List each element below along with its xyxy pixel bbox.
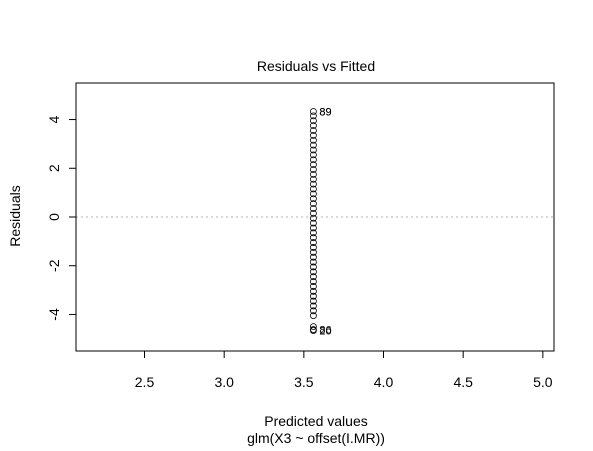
chart-title: Residuals vs Fitted bbox=[257, 58, 375, 74]
data-point bbox=[310, 161, 317, 169]
data-point bbox=[310, 185, 317, 193]
data-point bbox=[310, 248, 317, 256]
data-point bbox=[310, 224, 317, 232]
data-point bbox=[310, 229, 317, 237]
data-point bbox=[310, 175, 317, 183]
x-tick-label: 4.5 bbox=[453, 374, 473, 390]
data-point bbox=[310, 258, 317, 266]
data-point bbox=[310, 219, 317, 227]
x-tick-label: 2.5 bbox=[135, 374, 155, 390]
data-point bbox=[310, 151, 317, 159]
y-tick-label: 0 bbox=[46, 213, 62, 221]
data-point bbox=[310, 209, 317, 217]
x-axis-label: Predicted values bbox=[264, 413, 368, 429]
data-point bbox=[310, 131, 317, 139]
point-label: 89 bbox=[319, 106, 331, 118]
data-point bbox=[310, 180, 317, 188]
data-point bbox=[310, 253, 317, 261]
data-point bbox=[310, 200, 317, 208]
data-point bbox=[310, 327, 317, 334]
x-tick-label: 4.0 bbox=[374, 374, 394, 390]
data-point bbox=[310, 166, 317, 173]
data-point bbox=[310, 312, 317, 320]
data-point bbox=[310, 205, 317, 212]
data-point bbox=[310, 307, 317, 315]
data-point bbox=[310, 234, 317, 242]
y-tick-label: 4 bbox=[46, 115, 62, 123]
x-tick-label: 5.0 bbox=[533, 374, 553, 390]
data-point bbox=[310, 239, 317, 246]
data-point bbox=[310, 195, 317, 203]
data-point bbox=[310, 112, 317, 120]
chart-subtitle: glm(X3 ~ offset(I.MR)) bbox=[247, 430, 385, 446]
x-tick-label: 3.5 bbox=[294, 374, 314, 390]
x-axis: 2.5 3.0 3.5 4.0 4.5 5.0 bbox=[135, 350, 553, 390]
data-point bbox=[310, 127, 317, 134]
point-label: 89 bbox=[319, 106, 331, 118]
data-point bbox=[310, 117, 317, 125]
data-point bbox=[310, 297, 317, 305]
data-point bbox=[310, 122, 317, 130]
data-point bbox=[310, 287, 317, 295]
data-point bbox=[310, 302, 317, 310]
data-point bbox=[310, 146, 317, 154]
data-point bbox=[310, 214, 317, 222]
data-points bbox=[310, 108, 317, 334]
data-point bbox=[310, 108, 317, 115]
data-point bbox=[310, 141, 317, 149]
data-point bbox=[310, 268, 317, 276]
data-point bbox=[310, 190, 317, 198]
data-point bbox=[310, 273, 317, 281]
data-point bbox=[310, 263, 317, 271]
data-point bbox=[310, 136, 317, 144]
point-label: 20 bbox=[319, 325, 331, 337]
data-point bbox=[310, 292, 317, 300]
data-point bbox=[310, 156, 317, 164]
y-axis-label: Residuals bbox=[7, 185, 23, 246]
data-point bbox=[310, 323, 317, 331]
data-point bbox=[310, 278, 317, 285]
y-tick-label: -4 bbox=[46, 308, 62, 321]
data-point bbox=[310, 244, 317, 251]
y-tick-label: -2 bbox=[46, 259, 62, 272]
x-tick-label: 3.0 bbox=[214, 374, 234, 390]
y-tick-label: 2 bbox=[46, 164, 62, 172]
point-label: 86 bbox=[319, 324, 331, 336]
y-axis: -4 -2 0 2 4 bbox=[46, 115, 77, 321]
data-point bbox=[310, 283, 317, 290]
data-point bbox=[310, 170, 317, 178]
